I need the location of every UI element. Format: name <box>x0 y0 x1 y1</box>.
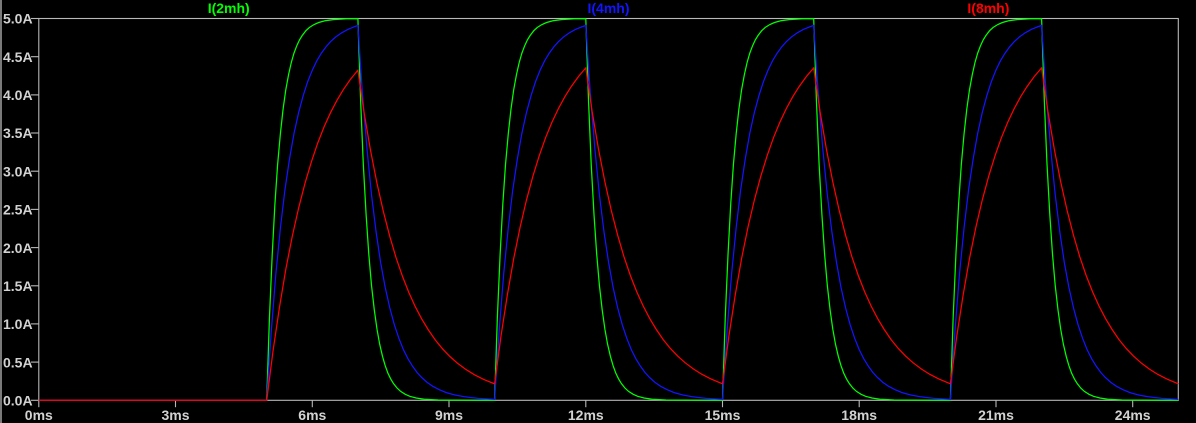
svg-text:4.5A: 4.5A <box>3 49 33 65</box>
svg-text:I(4mh): I(4mh) <box>588 0 630 16</box>
svg-text:12ms: 12ms <box>568 407 604 423</box>
svg-text:15ms: 15ms <box>705 407 741 423</box>
svg-text:0.0A: 0.0A <box>3 393 33 409</box>
svg-text:3ms: 3ms <box>161 407 189 423</box>
svg-text:I(8mh): I(8mh) <box>967 0 1009 16</box>
svg-text:21ms: 21ms <box>978 407 1014 423</box>
svg-text:1.0A: 1.0A <box>3 316 33 332</box>
svg-text:5.0A: 5.0A <box>3 11 33 27</box>
svg-text:24ms: 24ms <box>1115 407 1151 423</box>
svg-text:18ms: 18ms <box>841 407 877 423</box>
svg-text:0.5A: 0.5A <box>3 354 33 370</box>
svg-text:9ms: 9ms <box>435 407 463 423</box>
svg-text:6ms: 6ms <box>298 407 326 423</box>
svg-text:3.0A: 3.0A <box>3 163 33 179</box>
svg-text:3.5A: 3.5A <box>3 125 33 141</box>
svg-text:4.0A: 4.0A <box>3 87 33 103</box>
svg-text:0ms: 0ms <box>25 407 53 423</box>
svg-text:2.5A: 2.5A <box>3 202 33 218</box>
svg-text:1.5A: 1.5A <box>3 278 33 294</box>
svg-text:I(2mh): I(2mh) <box>208 0 250 16</box>
svg-text:2.0A: 2.0A <box>3 240 33 256</box>
